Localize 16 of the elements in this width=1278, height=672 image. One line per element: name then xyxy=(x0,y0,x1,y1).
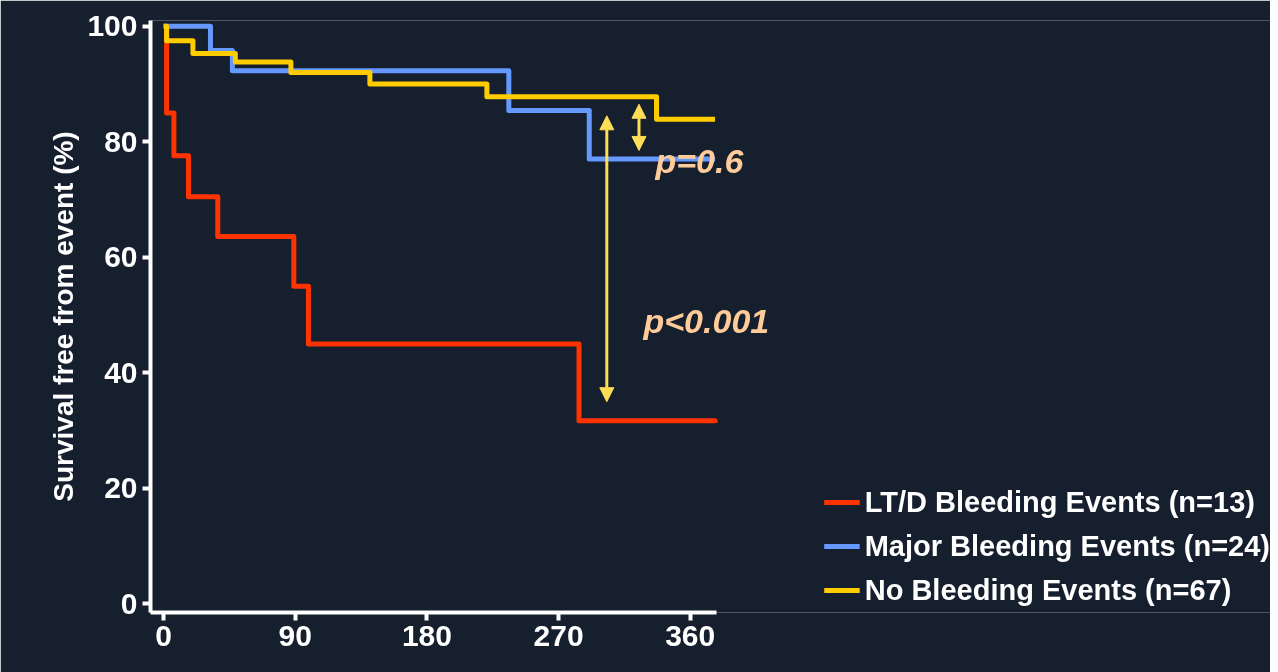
y-tick-label: 40 xyxy=(104,355,138,389)
y-tick-label: 0 xyxy=(120,586,138,620)
legend-label: LT/D Bleeding Events (n=13) xyxy=(864,484,1255,520)
y-axis-title: Survival free from event (%) xyxy=(48,131,80,502)
y-tick-label: 60 xyxy=(104,240,138,274)
x-tick-label: 180 xyxy=(401,618,452,652)
x-tick-label: 270 xyxy=(533,618,584,652)
x-tick-label: 90 xyxy=(278,618,312,652)
legend-label: Major Bleeding Events (n=24) xyxy=(864,528,1270,564)
x-tick-label: 360 xyxy=(665,618,716,652)
annotation: p<0.001 xyxy=(642,301,770,340)
y-tick-label: 100 xyxy=(87,9,138,43)
y-tick-label: 80 xyxy=(104,124,138,158)
legend-label: No Bleeding Events (n=67) xyxy=(864,572,1232,608)
x-tick-label: 0 xyxy=(155,618,173,652)
y-tick-label: 20 xyxy=(104,471,138,505)
